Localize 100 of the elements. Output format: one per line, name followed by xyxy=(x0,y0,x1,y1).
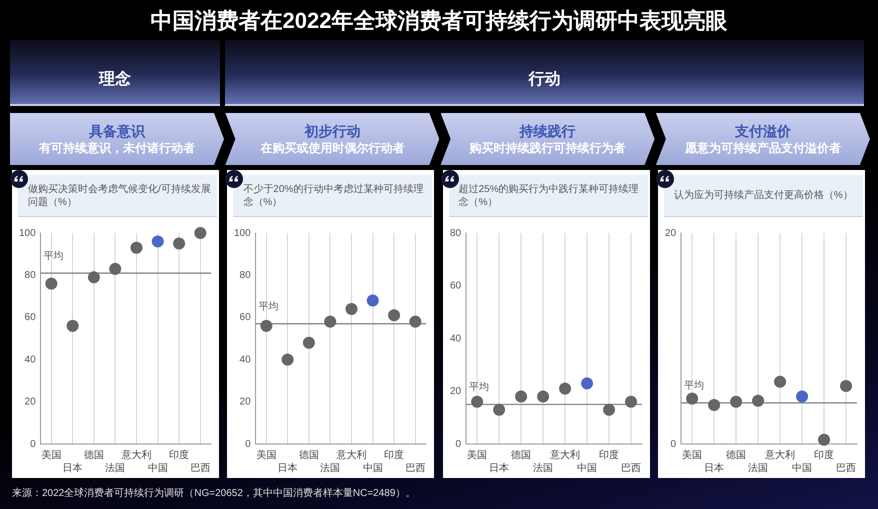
y-tick-label: 60 xyxy=(240,312,252,324)
y-tick-label: 40 xyxy=(450,333,462,344)
y-tick-label: 100 xyxy=(18,228,36,239)
point xyxy=(66,320,79,332)
y-tick-label: 40 xyxy=(240,354,252,366)
chart-subtitle: 购买时持续践行可持续行为者 xyxy=(470,140,626,156)
point xyxy=(624,396,637,408)
point xyxy=(303,336,316,349)
point xyxy=(260,320,273,332)
chart-title: 具备意识 xyxy=(89,122,145,140)
x-tick-label: 美国 xyxy=(466,448,487,461)
text: 中国消费者在2022年全球消费者可持续行为调研中表现亮眼 xyxy=(150,7,728,35)
x-tick-label: 中国 xyxy=(148,462,168,474)
text: 行动 xyxy=(225,40,864,106)
x-tick-label: 印度 xyxy=(169,448,190,461)
x-tick-label: 巴西 xyxy=(620,462,641,474)
x-tick-label: 印度 xyxy=(384,448,404,461)
chart-title: 持续践行 xyxy=(520,122,576,140)
point xyxy=(470,396,483,408)
x-tick-label: 印度 xyxy=(814,448,834,461)
y-tick-label: 60 xyxy=(24,312,36,324)
point xyxy=(367,294,380,307)
point xyxy=(324,316,336,328)
point xyxy=(346,302,358,315)
y-tick-label: 0 xyxy=(670,438,676,450)
chart-subtitle: 有可持续意识，未付诸行动者 xyxy=(39,140,195,156)
x-tick-label: 德国 xyxy=(299,450,320,461)
point xyxy=(774,376,786,388)
x-tick-label: 法国 xyxy=(105,462,126,474)
point xyxy=(730,396,742,408)
y-axis-title: 认为应为可持续产品支付更高价格（%） xyxy=(674,189,853,202)
x-tick-label: 意大利 xyxy=(764,448,795,461)
point xyxy=(536,390,549,403)
x-tick-label: 巴西 xyxy=(406,462,426,474)
chart-title: 支付溢价 xyxy=(734,122,791,140)
point xyxy=(686,392,698,405)
x-tick-label: 意大利 xyxy=(548,448,580,461)
x-tick-label: 美国 xyxy=(256,448,277,461)
point xyxy=(45,278,58,290)
x-tick-label: 法国 xyxy=(532,462,553,474)
chart-title: 初步行动 xyxy=(304,122,360,140)
x-tick-label: 法国 xyxy=(748,462,768,474)
y-tick-label: 20 xyxy=(240,396,252,408)
point xyxy=(558,382,571,395)
chevron-banner: 持续践行 购买时持续践行可持续行为者 xyxy=(440,113,655,165)
point xyxy=(109,262,122,275)
y-tick-label: 80 xyxy=(240,270,252,281)
point xyxy=(602,404,615,416)
point xyxy=(173,238,186,250)
ref-line-label: 平均 xyxy=(684,380,704,392)
point xyxy=(840,380,852,392)
y-tick-label: 0 xyxy=(245,438,252,450)
y-axis-title: 超过25%的购买行为中践行某种可持续理念（%） xyxy=(458,182,640,208)
point xyxy=(514,390,527,403)
y-tick-label: 0 xyxy=(30,438,36,450)
x-tick-label: 中国 xyxy=(576,462,597,474)
ref-line-label: 平均 xyxy=(44,250,64,262)
x-tick-label: 德国 xyxy=(84,450,104,461)
x-tick-label: 日本 xyxy=(488,462,509,474)
point xyxy=(410,316,422,328)
y-tick-label: 100 xyxy=(234,228,252,239)
point xyxy=(152,235,164,248)
ref-line-label: 平均 xyxy=(258,300,279,312)
source-note: 来源：2022全球消费者可持续行为调研（NG=20652，其中中国消费者样本量NC=2489）。 xyxy=(12,487,416,501)
point xyxy=(708,398,720,411)
x-tick-label: 日本 xyxy=(62,462,83,474)
y-tick-label: 80 xyxy=(24,270,36,281)
point xyxy=(492,404,505,416)
text: 理念 xyxy=(10,40,220,106)
y-tick-label: 20 xyxy=(24,396,36,408)
point xyxy=(796,390,808,403)
point xyxy=(580,377,593,390)
x-tick-label: 德国 xyxy=(726,450,746,461)
x-tick-label: 中国 xyxy=(363,462,384,474)
y-tick-label: 20 xyxy=(664,228,676,239)
point xyxy=(282,354,294,366)
point xyxy=(388,309,400,322)
x-tick-label: 巴西 xyxy=(190,462,210,474)
x-tick-label: 日本 xyxy=(278,462,298,474)
point xyxy=(194,227,206,239)
x-tick-label: 法国 xyxy=(320,462,340,474)
point xyxy=(818,434,830,446)
x-tick-label: 美国 xyxy=(41,448,62,461)
y-tick-label: 40 xyxy=(24,354,36,366)
y-tick-label: 60 xyxy=(450,280,462,292)
point xyxy=(88,271,100,284)
y-tick-label: 0 xyxy=(455,438,462,450)
chevron-banner: 初步行动 在购买或使用时偶尔行动者 xyxy=(225,113,440,165)
x-tick-label: 巴西 xyxy=(836,462,856,474)
x-tick-label: 中国 xyxy=(792,462,812,474)
chart-subtitle: 愿意为可持续产品支付溢价者 xyxy=(684,140,841,156)
ref-line-label: 平均 xyxy=(468,381,489,394)
x-tick-label: 德国 xyxy=(510,450,531,461)
y-axis-title: 做购买决策时会考虑气候变化/可持续发展问题（%） xyxy=(28,182,212,208)
point xyxy=(752,394,764,407)
x-tick-label: 日本 xyxy=(704,462,724,474)
x-tick-label: 意大利 xyxy=(336,448,367,461)
y-axis-title: 不少于20%的行动中考虑过某种可持续理念（%） xyxy=(243,182,424,208)
y-tick-label: 20 xyxy=(450,386,462,397)
chart-subtitle: 在购买或使用时偶尔行动者 xyxy=(260,140,404,156)
